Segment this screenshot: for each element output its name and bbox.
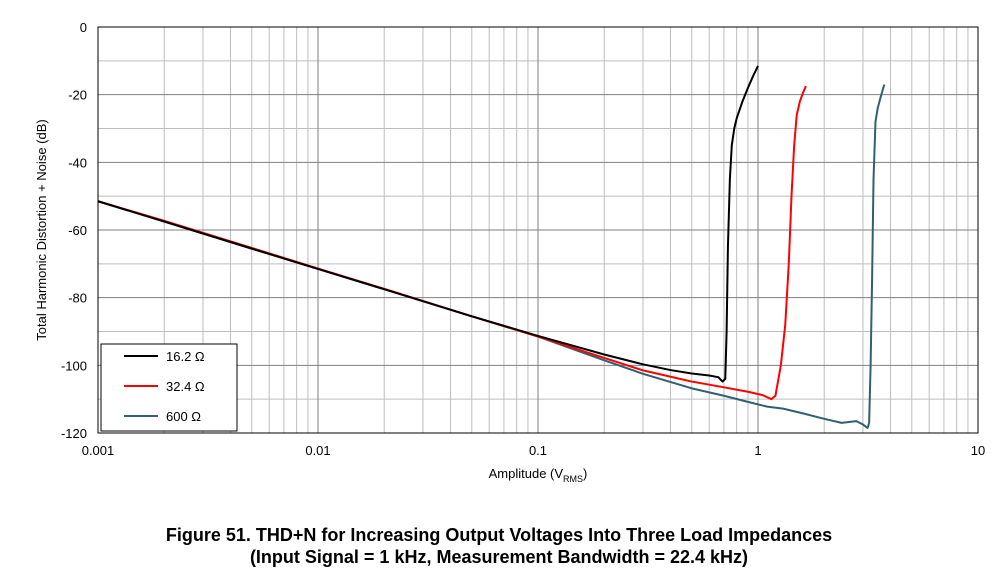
x-tick-labels: 0.001 0.01 0.1 1 10 <box>82 443 986 458</box>
y-tick-labels: 0 -20 -40 -60 -80 -100 -120 <box>61 20 87 441</box>
series-line <box>97 65 759 383</box>
legend: 16.2 Ω 32.4 Ω 600 Ω <box>100 343 238 432</box>
x-tick-label: 0.1 <box>529 443 547 458</box>
series-layer <box>97 65 886 429</box>
x-tick-label: 0.01 <box>305 443 330 458</box>
y-tick-label: 0 <box>80 20 87 35</box>
y-tick-label: -100 <box>61 358 87 373</box>
x-axis-label-subscript: RMS <box>563 474 583 484</box>
x-tick-label: 1 <box>754 443 761 458</box>
x-axis-label: Amplitude (VRMS) <box>489 466 588 484</box>
caption-line-1: Figure 51. THD+N for Increasing Output V… <box>165 525 833 545</box>
y-tick-label: -60 <box>68 223 87 238</box>
legend-label: 32.4 Ω <box>166 379 205 394</box>
y-axis-label: Total Harmonic Distortion + Noise (dB) <box>34 119 49 340</box>
caption-line-2: (Input Signal = 1 kHz, Measurement Bandw… <box>249 547 749 567</box>
y-tick-label: -120 <box>61 426 87 441</box>
y-tick-label: -40 <box>68 155 87 170</box>
y-tick-label: -20 <box>68 88 87 103</box>
x-tick-label: 0.001 <box>82 443 115 458</box>
legend-label: 600 Ω <box>166 409 201 424</box>
legend-label: 16.2 Ω <box>166 349 205 364</box>
y-tick-label: -80 <box>68 291 87 306</box>
plot-frame <box>97 26 979 434</box>
figure-caption: Figure 51. THD+N for Increasing Output V… <box>0 524 998 568</box>
thdn-chart: 0.001 0.01 0.1 1 10 0 -20 -40 -60 -80 -100 -120 Am… <box>34 20 986 484</box>
x-tick-label: 10 <box>971 443 985 458</box>
legend-box <box>100 343 238 432</box>
